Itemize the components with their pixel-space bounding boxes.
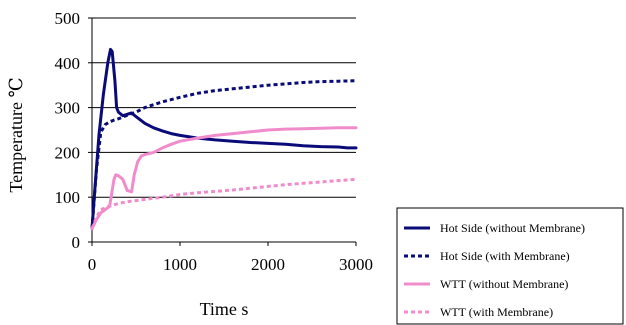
legend-box [396,207,624,325]
y-tick-label: 500 [55,9,81,28]
gridlines [92,17,356,198]
series-line-4 [90,177,357,230]
x-tick-label: 1000 [163,255,197,274]
x-tick-label: 0 [88,255,97,274]
series-line-3 [90,126,358,231]
y-tick-label: 0 [72,233,81,252]
legend-label-4: WTT (with Membrane) [440,305,553,319]
x-axis-title: Time s [200,299,249,319]
series-lines [90,47,358,231]
legend-label-1: Hot Side (without Membrane) [440,221,585,235]
y-tick-label: 100 [55,188,81,207]
x-tick-label: 3000 [339,255,373,274]
series-line-2 [90,79,357,229]
y-tick-label: 400 [55,54,81,73]
series-line-1 [90,47,358,231]
axes [88,17,357,246]
y-tick-label: 200 [55,143,81,162]
legend-label-2: Hot Side (with Membrane) [440,249,570,263]
legend: Hot Side (without Membrane) Hot Side (wit… [396,207,624,325]
legend-label-3: WTT (without Membrane) [440,277,568,291]
x-tick-label: 2000 [251,255,285,274]
tick-labels: 0 100 200 300 400 500 0 1000 2000 3000 [55,9,374,274]
y-axis-title: Temperature ℃ [6,77,26,192]
y-tick-label: 300 [55,99,81,118]
